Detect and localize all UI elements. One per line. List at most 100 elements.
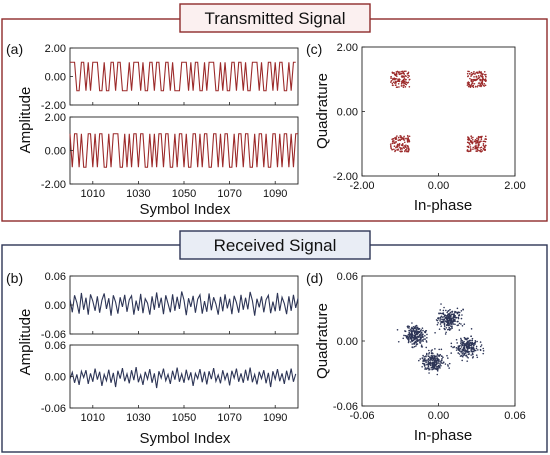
panel-c-point — [470, 135, 473, 137]
panel-c-point — [402, 86, 405, 89]
panel-c-point — [398, 73, 401, 76]
panel-c-point — [390, 80, 393, 82]
panel-c-point — [472, 80, 474, 82]
panel-d-point — [431, 359, 434, 362]
panel-d-point — [465, 338, 468, 341]
panel-d-point — [467, 342, 469, 345]
transmitted-section-title-box — [179, 3, 371, 33]
panel-c-point — [406, 139, 409, 141]
panel-d-point — [434, 363, 437, 366]
panel-c-point — [403, 137, 405, 139]
panel-c-point — [408, 78, 411, 81]
panel-d-point — [449, 323, 451, 325]
panel-c-point — [474, 147, 476, 150]
panel-c-point — [482, 142, 485, 145]
panel-c-point — [399, 146, 401, 149]
panel-d-point — [425, 355, 427, 358]
panel-c-point — [400, 85, 403, 87]
panel-c-point — [401, 80, 404, 82]
panel-c-point — [477, 77, 480, 79]
panel-c-point — [392, 78, 394, 81]
panel-d-point — [426, 363, 428, 366]
panel-d-point — [466, 341, 469, 344]
panel-d-point — [475, 354, 478, 356]
panel-d-point — [437, 360, 440, 362]
panel-c-point — [408, 140, 411, 143]
panel-c-point — [470, 80, 472, 82]
panel-d-point — [428, 353, 430, 355]
panel-c-point — [405, 146, 407, 148]
panel-a-top-ytick-label: 2.00 — [45, 43, 66, 55]
panel-c-point — [403, 135, 405, 138]
panel-d-point — [419, 334, 422, 336]
panel-d-point — [452, 323, 455, 325]
panel-d-point — [454, 310, 456, 313]
panel-d-point — [470, 354, 472, 356]
panel-b-bottom-ytick-label: 0.00 — [45, 372, 66, 384]
panel-c-point — [479, 135, 482, 138]
panel-d-point — [472, 347, 475, 349]
panel-d-point — [450, 328, 452, 330]
panel-c-point — [480, 78, 482, 81]
panel-d-point — [440, 364, 442, 367]
panel-d-point — [419, 337, 422, 339]
panel-c-point — [397, 78, 399, 80]
panel-d-point — [440, 348, 443, 351]
panel-d-point — [428, 355, 430, 358]
panel-d-point — [413, 343, 416, 345]
panel-c-point — [485, 76, 487, 78]
panel-c-point — [477, 136, 480, 138]
panel-d-point — [448, 326, 451, 329]
panel-d-point — [463, 323, 466, 325]
panel-c-point — [484, 138, 487, 140]
panel-c-point — [480, 72, 483, 75]
panel-c-point — [474, 86, 477, 88]
panel-d-point — [408, 336, 411, 338]
panel-d-point — [437, 355, 440, 357]
panel-a-bottom-xtick-label: 1030 — [126, 188, 150, 200]
panel-d-point — [454, 315, 457, 317]
panel-c-point — [405, 144, 407, 146]
panel-d-point — [470, 349, 472, 352]
panel-d-point — [474, 343, 476, 345]
panel-d-point — [456, 342, 458, 344]
panel-d-point — [469, 344, 472, 347]
panel-c-point — [480, 140, 482, 142]
panel-d-point — [422, 360, 424, 362]
panel-d-point — [450, 326, 453, 328]
panel-c-point — [402, 138, 405, 141]
panel-d-point — [462, 355, 464, 358]
panel-d-point — [436, 355, 438, 357]
panel-d-point — [404, 330, 406, 332]
panel-c-point — [482, 77, 484, 80]
panel-d-point — [462, 342, 465, 344]
panel-d-point — [469, 339, 472, 342]
panel-d-point — [450, 342, 453, 345]
panel-d-point — [426, 359, 428, 361]
panel-d-point — [460, 337, 462, 340]
panel-d-point — [442, 356, 444, 359]
panel-d-point — [464, 352, 467, 354]
panel-d-point — [427, 357, 430, 360]
panel-c-point — [403, 145, 406, 147]
panel-d-point — [410, 334, 412, 336]
panel-d-point — [467, 356, 469, 359]
panel-d-point — [458, 314, 460, 317]
panel-d-point — [466, 351, 468, 353]
panel-c-point — [478, 141, 480, 144]
panel-c-point — [472, 72, 475, 75]
panel-d-point — [451, 313, 453, 316]
panel-b-ylabel: Amplitude — [17, 309, 34, 376]
panel-d-point — [438, 348, 441, 351]
panel-d-point — [456, 307, 459, 310]
panel-c-ytick-label: 0.00 — [337, 107, 358, 119]
panel-d-point — [431, 352, 433, 354]
panel-c-point — [400, 138, 402, 141]
received-section-title-box — [179, 230, 371, 260]
panel-d-point — [476, 340, 478, 343]
panel-d-point — [445, 309, 447, 312]
panel-c-point — [483, 83, 486, 85]
panel-d-point — [466, 355, 468, 358]
panel-c-point — [394, 82, 396, 85]
panel-d-point — [415, 324, 418, 327]
